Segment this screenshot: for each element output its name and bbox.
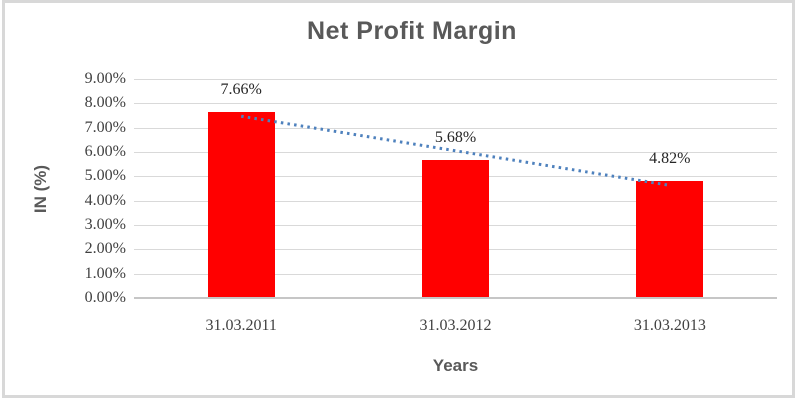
y-tick-label: 4.00% [84, 191, 126, 209]
x-category-label: 31.03.2011 [205, 317, 277, 334]
gridline [134, 103, 777, 105]
x-axis-line [134, 297, 777, 299]
bar [207, 111, 275, 297]
x-axis-title: Years [432, 356, 479, 375]
chart-title: Net Profit Margin [307, 17, 517, 45]
x-category-label: 31.03.2012 [419, 317, 492, 334]
y-tick-label: 6.00% [84, 143, 126, 160]
y-tick-label: 3.00% [84, 216, 126, 233]
gridline [134, 79, 777, 80]
y-tick-label: 2.00% [84, 240, 126, 258]
data-label: 4.82% [649, 149, 691, 167]
y-tick-label: 7.00% [84, 118, 126, 136]
y-tick-label: 9.00% [84, 70, 126, 87]
y-tick-label: 8.00% [84, 94, 126, 112]
x-category-label: 31.03.2013 [633, 317, 706, 334]
data-label: 5.68% [434, 128, 477, 146]
bar [422, 159, 489, 297]
y-tick-label: 5.00% [84, 167, 126, 185]
y-tick-label: 1.00% [84, 264, 126, 282]
y-tick-label: 0.00% [84, 289, 126, 306]
data-label: 7.66% [220, 80, 262, 98]
bar [636, 180, 704, 297]
